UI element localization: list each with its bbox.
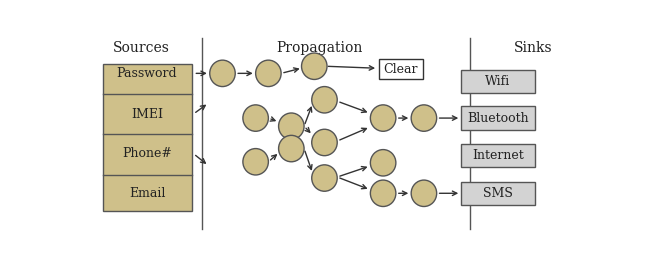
Text: Wifi: Wifi: [485, 75, 511, 88]
Ellipse shape: [370, 105, 396, 131]
Ellipse shape: [278, 135, 304, 162]
FancyBboxPatch shape: [379, 59, 422, 79]
FancyBboxPatch shape: [103, 64, 192, 211]
Ellipse shape: [312, 87, 338, 113]
FancyBboxPatch shape: [461, 182, 535, 205]
Ellipse shape: [278, 113, 304, 139]
Text: SMS: SMS: [483, 187, 513, 200]
Text: Internet: Internet: [472, 149, 524, 162]
FancyBboxPatch shape: [461, 70, 535, 93]
FancyBboxPatch shape: [461, 144, 535, 167]
Text: Sources: Sources: [113, 41, 169, 55]
Text: Phone#: Phone#: [122, 147, 172, 160]
Ellipse shape: [255, 60, 281, 87]
Ellipse shape: [243, 149, 268, 175]
Ellipse shape: [411, 180, 437, 206]
Ellipse shape: [210, 60, 236, 87]
Ellipse shape: [411, 105, 437, 131]
Text: Propagation: Propagation: [276, 41, 363, 55]
Text: Sinks: Sinks: [515, 41, 553, 55]
Text: Bluetooth: Bluetooth: [467, 112, 528, 125]
FancyBboxPatch shape: [461, 106, 535, 130]
Text: Email: Email: [129, 187, 165, 200]
Text: Password: Password: [116, 67, 177, 80]
Ellipse shape: [312, 129, 338, 156]
Ellipse shape: [370, 180, 396, 206]
Ellipse shape: [301, 53, 327, 79]
Ellipse shape: [370, 150, 396, 176]
Text: IMEI: IMEI: [131, 107, 163, 120]
Text: Clear: Clear: [384, 63, 418, 76]
Ellipse shape: [243, 105, 268, 131]
Ellipse shape: [312, 165, 338, 191]
